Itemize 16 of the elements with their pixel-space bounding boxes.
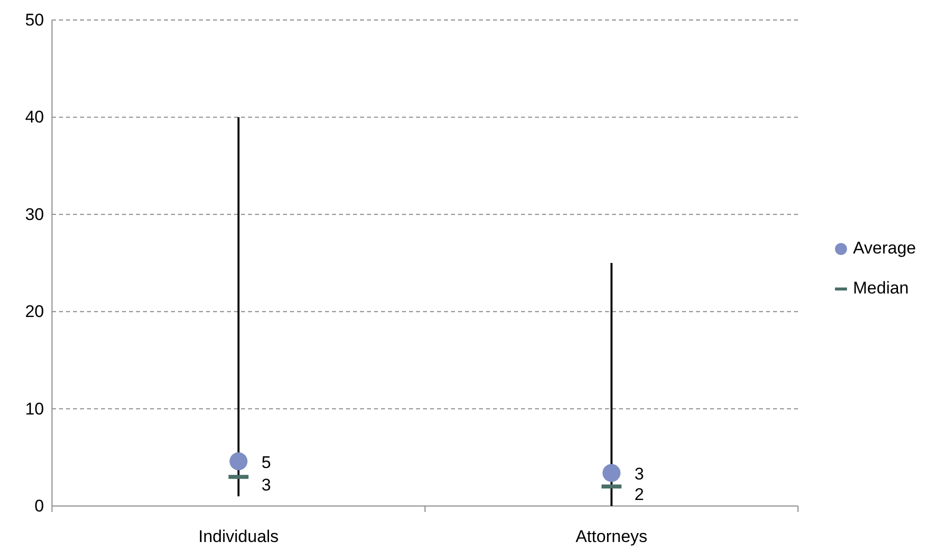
x-tick-label: Attorneys (576, 527, 648, 546)
data-label: 3 (634, 464, 644, 484)
y-tick-label: 10 (25, 399, 44, 418)
y-tick-label: 30 (25, 204, 44, 224)
y-tick-label: 40 (25, 108, 44, 127)
y-tick-label: 20 (25, 302, 44, 322)
y-tick-label: 50 (25, 10, 44, 30)
data-label: 5 (262, 452, 271, 472)
x-tick-label: Individuals (198, 527, 279, 546)
point (230, 452, 248, 470)
point (602, 464, 620, 482)
data-label: 2 (634, 485, 644, 504)
legend-label: Average (853, 238, 916, 258)
y-tick-label: 0 (34, 496, 44, 516)
data-label: 3 (262, 475, 271, 494)
legend-label: Median (853, 278, 909, 298)
